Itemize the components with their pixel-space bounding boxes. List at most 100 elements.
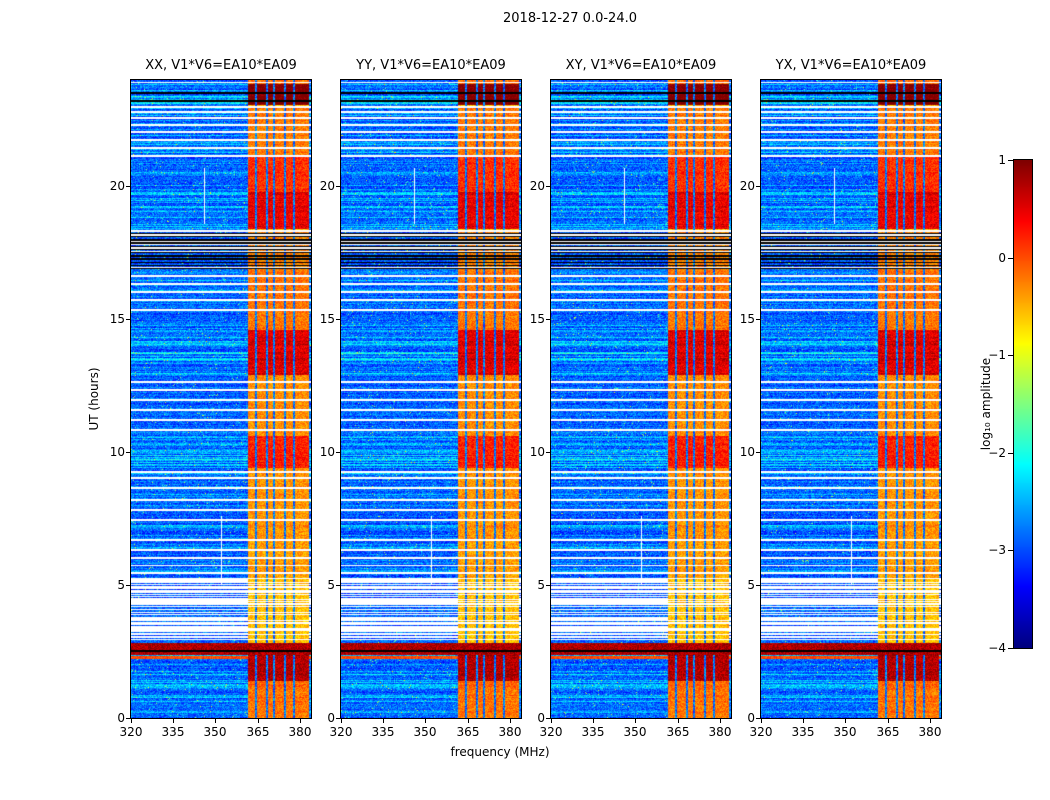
x-tick-label: 365 [876,725,900,739]
spectrogram-canvas [551,80,731,718]
x-tick-mark [803,719,804,723]
y-tick-label: 10 [319,445,335,459]
x-tick-label: 320 [119,725,143,739]
x-tick-mark [551,719,552,723]
colorbar-tick-label: −1 [988,348,1006,362]
y-tick-mark [126,186,130,187]
panel-title: XX, V1*V6=EA10*EA09 [145,58,297,73]
x-tick-mark [173,719,174,723]
y-tick-label: 5 [327,578,335,592]
x-tick-label: 380 [708,725,732,739]
x-tick-mark [930,719,931,723]
y-tick-label: 5 [117,578,125,592]
y-tick-label: 0 [747,711,755,725]
colorbar-tick-label: −4 [988,641,1006,655]
x-tick-label: 350 [623,725,647,739]
panel-title: YX, V1*V6=EA10*EA09 [775,58,927,73]
x-tick-label: 365 [666,725,690,739]
x-tick-label: 380 [918,725,942,739]
y-tick-mark [546,319,550,320]
y-tick-mark [756,718,760,719]
y-tick-mark [756,452,760,453]
x-tick-label: 335 [371,725,395,739]
x-tick-label: 320 [539,725,563,739]
y-tick-mark [546,452,550,453]
y-tick-label: 20 [109,179,125,193]
x-tick-label: 335 [581,725,605,739]
x-tick-mark [383,719,384,723]
x-tick-mark [678,719,679,723]
y-tick-label: 15 [109,312,125,326]
colorbar-tick-mark [1008,258,1013,259]
y-tick-mark [546,718,550,719]
spectrogram-panel [550,79,732,719]
x-tick-mark [258,719,259,723]
spectrogram-canvas [131,80,311,718]
panel-title: YY, V1*V6=EA10*EA09 [356,58,506,73]
colorbar-tick-mark [1008,453,1013,454]
y-tick-mark [126,319,130,320]
y-tick-label: 0 [537,711,545,725]
y-tick-mark [756,585,760,586]
colorbar-tick-mark [1008,160,1013,161]
colorbar-tick-label: −2 [988,446,1006,460]
y-tick-label: 5 [747,578,755,592]
y-tick-mark [756,186,760,187]
x-tick-mark [845,719,846,723]
x-tick-mark [300,719,301,723]
spectrogram-panel [340,79,522,719]
y-tick-mark [546,186,550,187]
x-tick-mark [720,719,721,723]
y-tick-label: 20 [739,179,755,193]
y-tick-label: 0 [117,711,125,725]
colorbar-tick-mark [1008,355,1013,356]
colorbar-label: log₁₀ amplitude [979,357,993,451]
x-tick-label: 380 [288,725,312,739]
x-tick-mark [635,719,636,723]
y-tick-label: 15 [739,312,755,326]
x-tick-label: 365 [246,725,270,739]
y-tick-mark [336,585,340,586]
y-tick-mark [546,585,550,586]
y-tick-mark [756,319,760,320]
colorbar-tick-mark [1008,648,1013,649]
y-tick-mark [336,319,340,320]
y-axis-label: UT (hours) [87,367,101,431]
y-tick-label: 10 [739,445,755,459]
x-tick-label: 350 [833,725,857,739]
y-tick-mark [126,718,130,719]
spectrogram-canvas [761,80,941,718]
spectrogram-panel [760,79,942,719]
y-tick-label: 20 [319,179,335,193]
colorbar-gradient [1014,160,1032,648]
x-tick-mark [888,719,889,723]
y-tick-mark [336,452,340,453]
colorbar [1013,159,1033,649]
x-tick-label: 320 [749,725,773,739]
x-tick-label: 350 [413,725,437,739]
x-tick-mark [510,719,511,723]
x-tick-label: 380 [498,725,522,739]
y-tick-label: 15 [319,312,335,326]
x-tick-mark [593,719,594,723]
spectrogram-canvas [341,80,521,718]
figure-title: 2018-12-27 0.0-24.0 [503,11,637,26]
x-tick-mark [761,719,762,723]
x-tick-label: 335 [161,725,185,739]
colorbar-tick-mark [1008,550,1013,551]
y-tick-mark [126,452,130,453]
spectrogram-panel [130,79,312,719]
y-tick-mark [336,186,340,187]
x-tick-mark [468,719,469,723]
y-tick-mark [126,585,130,586]
y-tick-label: 20 [529,179,545,193]
x-tick-label: 350 [203,725,227,739]
x-tick-mark [425,719,426,723]
colorbar-tick-label: −3 [988,543,1006,557]
x-tick-mark [341,719,342,723]
y-tick-label: 10 [529,445,545,459]
x-tick-mark [131,719,132,723]
x-tick-mark [215,719,216,723]
colorbar-tick-label: 0 [998,251,1006,265]
